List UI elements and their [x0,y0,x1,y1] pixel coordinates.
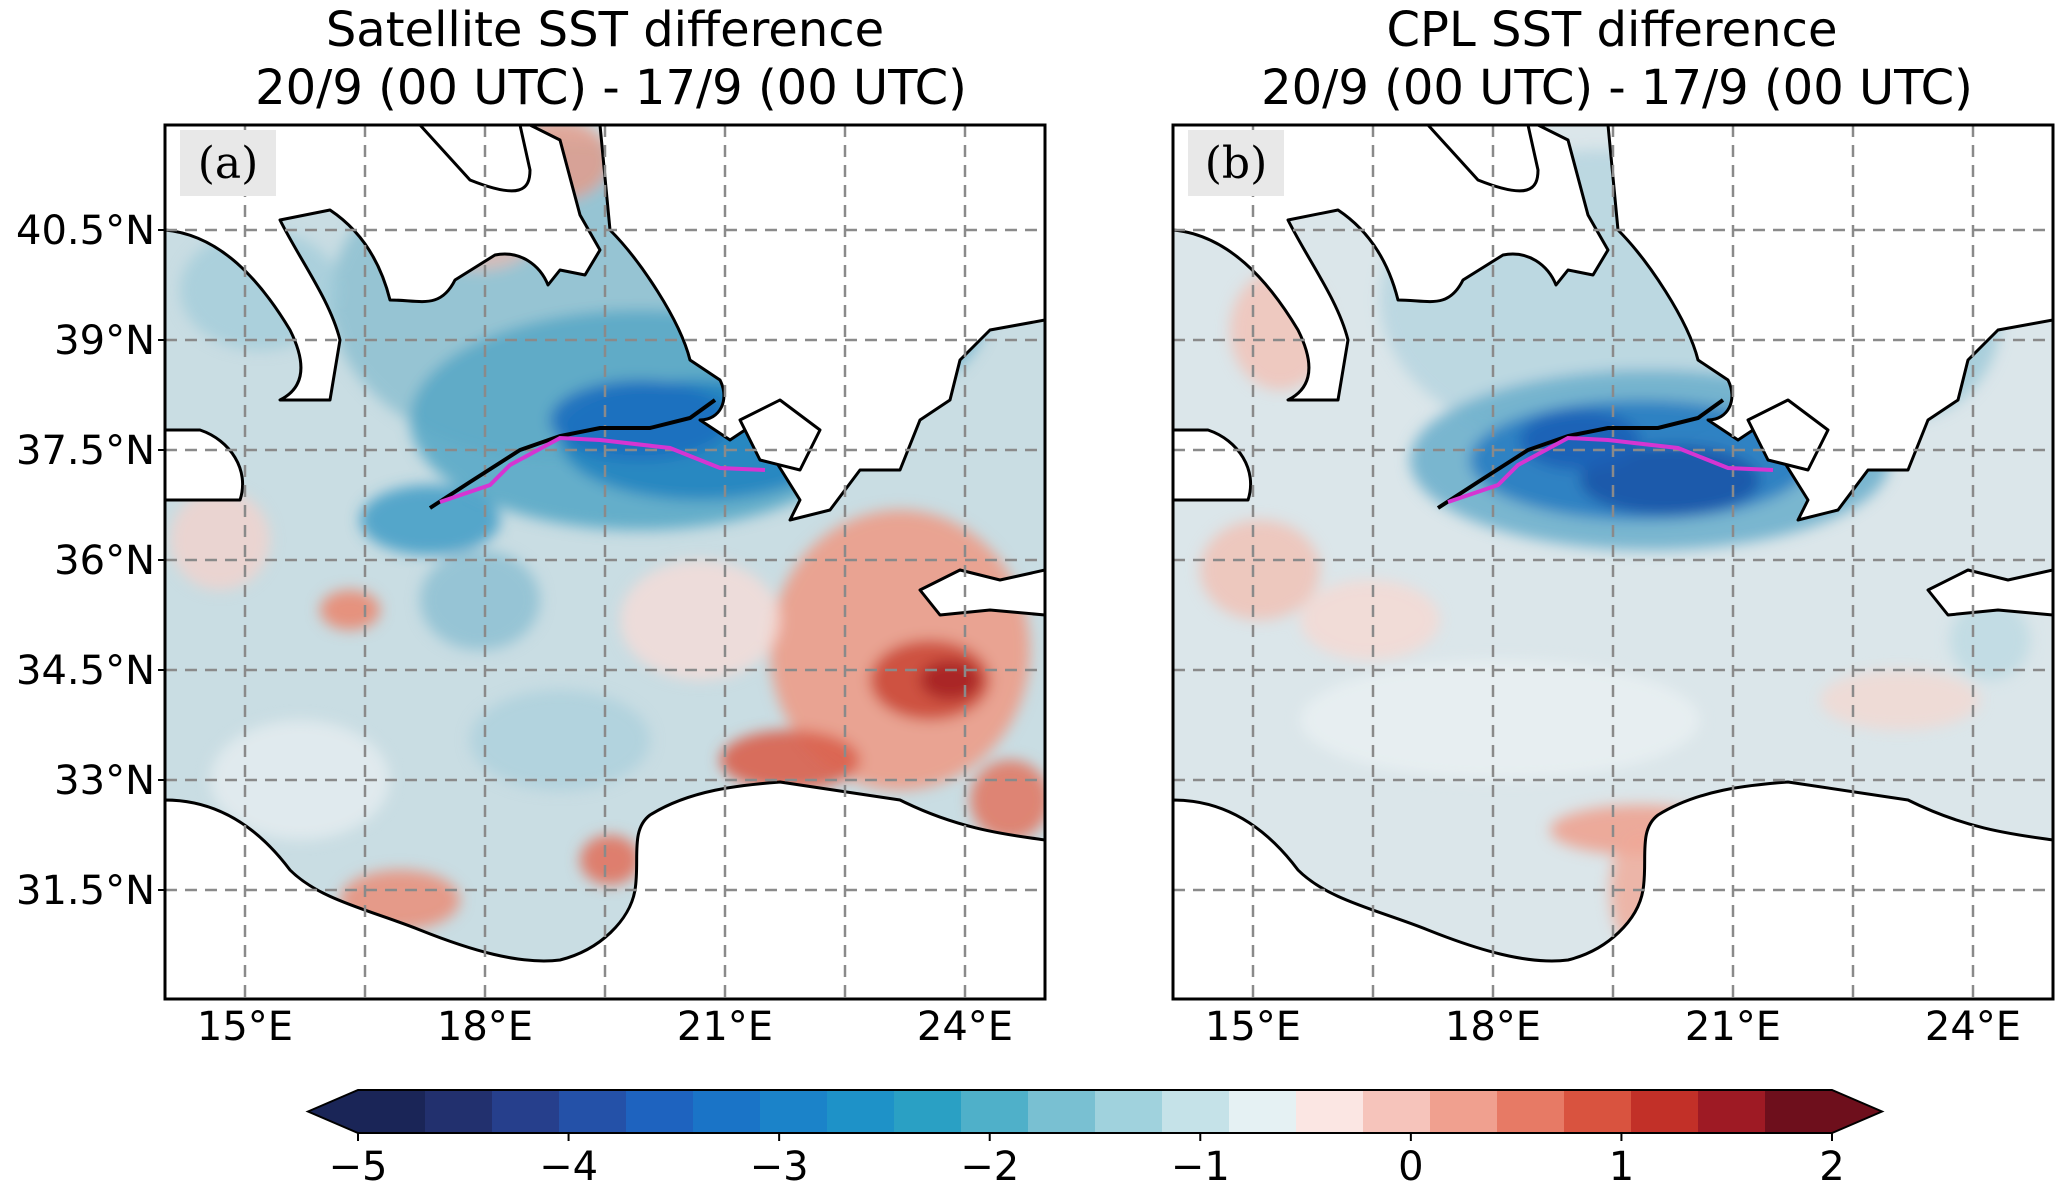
panel-a-land-crete [918,568,1045,617]
colorbar-cell [1631,1090,1699,1133]
colorbar-cell [1229,1090,1297,1133]
colorbar-cell [760,1090,828,1133]
panel-a-title-line2: 20/9 (00 UTC) - 17/9 (00 UTC) [255,60,967,116]
colorbar-cell [559,1090,627,1133]
panel-a-gridlines [165,125,1045,999]
colorbar-tick-label: −4 [539,1144,598,1190]
panel-a-land-greece [598,125,1045,522]
colorbar-tick-label: 0 [1398,1144,1423,1190]
colorbar-cell [626,1090,694,1133]
colorbar-cells [358,1090,1833,1133]
colorbar: −5 −4 −3 −2 −1 0 1 2 [305,1089,1885,1190]
colorbar-tick-label: −2 [960,1144,1019,1190]
panel-a-map: (a) [165,125,1045,999]
panel-b-xlabel: 24°E [1925,1004,2021,1050]
panel-b-x-ticks: 15°E 18°E 21°E 24°E [1205,1004,2021,1050]
panel-b-title-line1: CPL SST difference [1387,2,1838,58]
panel-b-land-greece [1606,125,2053,522]
colorbar-cell [1430,1090,1498,1133]
colorbar-cell [894,1090,962,1133]
colorbar-cell [693,1090,761,1133]
panel-a-label: (a) [198,138,259,189]
panel-a-ylabel: 40.5°N [16,208,155,254]
panel-a-land-sicily [165,428,245,502]
panel-a-ylabel: 34.5°N [16,648,155,694]
colorbar-tick-label: 2 [1819,1144,1844,1190]
colorbar-cell [1497,1090,1565,1133]
panel-b-track-black [1436,398,1725,510]
panel-b-track-magenta [1447,435,1774,504]
panel-a-xlabel: 15°E [197,1004,293,1050]
colorbar-tick-label: 1 [1609,1144,1634,1190]
panel-a-xlabel: 18°E [437,1004,533,1050]
panel-a-xlabel: 24°E [917,1004,1013,1050]
colorbar-cell [1095,1090,1163,1133]
panel-b: CPL SST difference 20/9 (00 UTC) - 17/9 … [1171,2,2055,1050]
panel-b-land [1173,125,2053,999]
panel-b-label-box [1188,130,1284,196]
panel-b-label: (b) [1205,138,1268,189]
panel-b-map: (b) [1173,125,2053,999]
panel-a-x-ticks: 15°E 18°E 21°E 24°E [197,1004,1013,1050]
panel-b-frame [1171,123,2055,1001]
panel-a-title-line1: Satellite SST difference [326,2,884,58]
colorbar-cell [1564,1090,1632,1133]
panel-a-ylabel: 31.5°N [16,868,155,914]
panel-b-gridlines [1173,125,2053,999]
panel-b-land-libya [1173,780,2053,999]
colorbar-cell [1363,1090,1431,1133]
colorbar-cell [1698,1090,1766,1133]
panel-a-land-libya [165,780,1045,999]
panel-b-land-sicily [1173,428,1253,502]
panel-a-ylabel: 39°N [54,318,155,364]
panel-a-frame [163,123,1047,1001]
colorbar-tick-label: −5 [329,1144,388,1190]
colorbar-cell [358,1090,426,1133]
panel-a-ylabel: 37.5°N [16,428,155,474]
colorbar-cell [425,1090,493,1133]
colorbar-ticks: −5 −4 −3 −2 −1 0 1 2 [329,1133,1845,1190]
colorbar-cell [827,1090,895,1133]
colorbar-extend-low-arrow [308,1090,358,1133]
colorbar-cell [1765,1090,1833,1133]
panel-a-track-black [428,398,717,510]
colorbar-cell [1296,1090,1364,1133]
panel-b-xlabel: 18°E [1445,1004,1541,1050]
colorbar-cell [492,1090,560,1133]
panel-a-label-box [180,130,276,196]
panel-a-track-magenta [439,435,766,504]
colorbar-extend-high-arrow [1832,1090,1882,1133]
panel-a-ylabel: 33°N [54,758,155,804]
panel-b-land-crete [1926,568,2053,617]
panel-a-y-ticks: 40.5°N 39°N 37.5°N 36°N 34.5°N 33°N 31.5… [16,208,165,914]
panel-b-xlabel: 21°E [1685,1004,1781,1050]
colorbar-tick-label: −1 [1171,1144,1230,1190]
panel-b-title-line2: 20/9 (00 UTC) - 17/9 (00 UTC) [1261,60,1973,116]
panel-a-ylabel: 36°N [54,538,155,584]
colorbar-cell [961,1090,1029,1133]
panel-a: Satellite SST difference 20/9 (00 UTC) -… [16,2,1047,1050]
colorbar-tick-label: −3 [750,1144,809,1190]
panel-a-land-italy-heel [418,125,532,193]
panel-a-xlabel: 21°E [677,1004,773,1050]
colorbar-cell [1162,1090,1230,1133]
panel-b-land-italy-heel [1426,125,1540,193]
panel-b-xlabel: 15°E [1205,1004,1301,1050]
colorbar-cell [1028,1090,1096,1133]
